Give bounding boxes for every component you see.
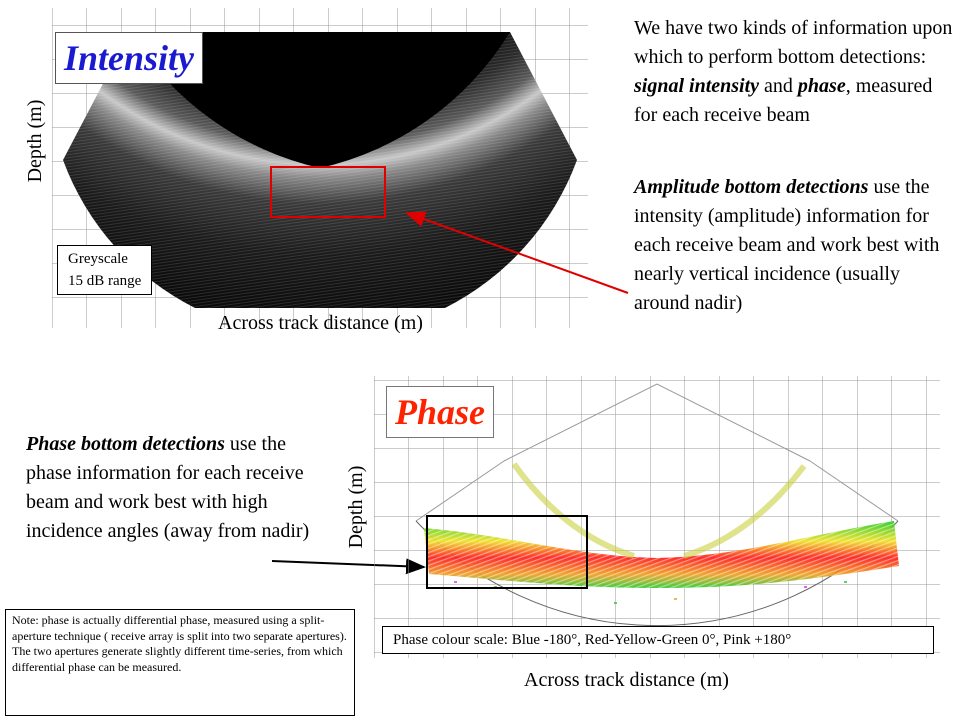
phase-text: use the phase information for each recei… <box>26 433 310 542</box>
amplitude-highlight-box <box>270 166 386 218</box>
intro-signal-intensity: signal intensity <box>634 75 760 97</box>
greyscale-label: Greyscale <box>68 251 128 267</box>
phase-paragraph: Phase bottom detections use the phase in… <box>26 430 316 546</box>
amplitude-paragraph: Amplitude bottom detections use the inte… <box>634 173 952 318</box>
intro-phase: phase <box>797 75 846 97</box>
intro-text-1: We have two kinds of information upon wh… <box>634 17 953 68</box>
greyscale-info-box: Greyscale 15 dB range <box>57 245 153 295</box>
amplitude-heading: Amplitude bottom detections <box>634 176 869 198</box>
phase-colour-scale-box: Phase colour scale: Blue -180°, Red-Yell… <box>382 626 934 654</box>
intro-text-2: and <box>759 75 798 97</box>
intensity-image <box>52 8 588 328</box>
phase-x-axis-label: Across track distance (m) <box>524 669 729 691</box>
db-range-label: 15 dB range <box>68 273 142 289</box>
intro-paragraph: We have two kinds of information upon wh… <box>634 14 954 130</box>
phase-highlight-box <box>426 515 588 589</box>
phase-heading: Phase bottom detections <box>26 433 225 455</box>
intro-text-3: , measured for each receive beam <box>634 75 933 126</box>
phase-y-axis-label: Depth (m) <box>345 465 367 549</box>
note-box: Note: phase is actually differential pha… <box>5 609 355 716</box>
phase-title: Phase <box>386 386 494 438</box>
intensity-x-axis-label: Across track distance (m) <box>218 312 423 334</box>
intensity-title: Intensity <box>55 32 204 84</box>
amplitude-text: use the intensity (amplitude) informatio… <box>634 176 940 314</box>
